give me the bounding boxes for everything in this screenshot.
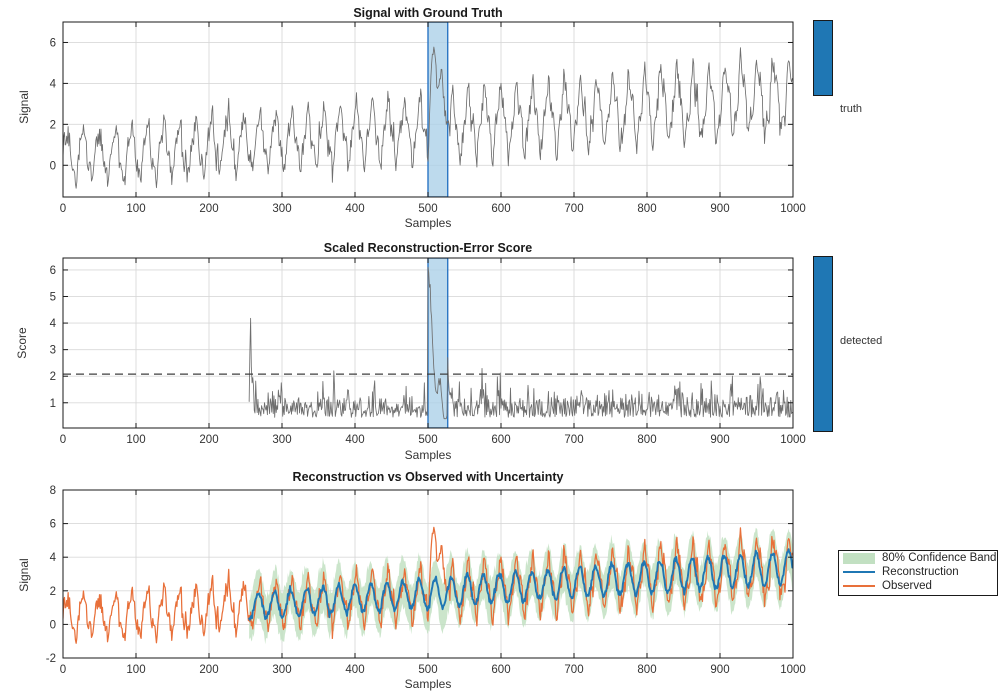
- svg-text:2: 2: [50, 586, 56, 598]
- plot-area-1: 0 100 200 300 400 500 600 700 800 900 1000 0 2 4 6: [50, 21, 806, 215]
- legend-patch-detected[interactable]: [813, 256, 833, 432]
- plot-area-3: 0 100 200 300 400 500 600 700 800 900 1000 -2 0 2 4 6 8: [46, 485, 806, 676]
- svg-text:600: 600: [491, 203, 510, 215]
- svg-text:8: 8: [50, 485, 56, 497]
- panel-reconstruction-vs-observed: Reconstruction vs Observed with Uncertai…: [0, 468, 810, 700]
- legend-row-observed[interactable]: Observed: [839, 579, 997, 593]
- svg-text:600: 600: [491, 434, 510, 446]
- panel-reconstruction-error-score: Scaled Reconstruction-Error Score Score …: [0, 236, 810, 468]
- svg-text:900: 900: [710, 434, 729, 446]
- svg-text:0: 0: [50, 619, 56, 631]
- svg-text:0: 0: [60, 664, 66, 676]
- svg-text:5: 5: [50, 292, 56, 304]
- legend-text-observed: Observed: [882, 579, 932, 592]
- svg-text:700: 700: [564, 434, 583, 446]
- observed-line-swatch: [843, 581, 875, 592]
- svg-text:1000: 1000: [780, 434, 806, 446]
- legend-label-truth: truth: [840, 103, 863, 115]
- svg-text:500: 500: [418, 434, 437, 446]
- svg-text:900: 900: [710, 203, 729, 215]
- svg-text:0: 0: [60, 203, 66, 215]
- axis-label-y-2: Score: [15, 327, 29, 359]
- axis-label-y-1: Signal: [17, 90, 31, 124]
- svg-text:100: 100: [126, 203, 145, 215]
- svg-text:200: 200: [199, 664, 218, 676]
- svg-text:400: 400: [345, 664, 364, 676]
- svg-text:0: 0: [50, 160, 56, 172]
- legend-row-reconstruction[interactable]: Reconstruction: [839, 565, 997, 579]
- svg-text:1000: 1000: [780, 664, 806, 676]
- svg-text:700: 700: [564, 664, 583, 676]
- svg-text:6: 6: [50, 37, 56, 49]
- svg-text:1000: 1000: [780, 203, 806, 215]
- reconstruction-line-swatch: [843, 567, 875, 578]
- legend-box-uncertainty[interactable]: 80% Confidence Band Reconstruction Obser…: [838, 550, 998, 596]
- svg-text:2: 2: [50, 371, 56, 383]
- legend-patch-truth[interactable]: [813, 20, 833, 96]
- panel-title-1: Signal with Ground Truth: [353, 6, 503, 20]
- axis-label-x-3: Samples: [404, 677, 452, 691]
- panel-title-3: Reconstruction vs Observed with Uncertai…: [292, 470, 564, 484]
- svg-text:2: 2: [50, 119, 56, 131]
- svg-text:700: 700: [564, 203, 583, 215]
- svg-text:800: 800: [637, 434, 656, 446]
- svg-text:0: 0: [60, 434, 66, 446]
- svg-text:600: 600: [491, 664, 510, 676]
- axis-label-x-1: Samples: [404, 216, 452, 230]
- svg-text:1: 1: [50, 398, 56, 410]
- svg-text:3: 3: [50, 345, 56, 357]
- panel-title-2: Scaled Reconstruction-Error Score: [323, 241, 533, 255]
- svg-text:6: 6: [50, 265, 56, 277]
- svg-text:800: 800: [637, 664, 656, 676]
- axis-label-x-2: Samples: [404, 448, 452, 462]
- svg-text:4: 4: [50, 318, 57, 330]
- legend-row-confidence-band[interactable]: 80% Confidence Band: [839, 551, 997, 565]
- svg-text:100: 100: [126, 664, 145, 676]
- svg-text:400: 400: [345, 434, 364, 446]
- svg-text:900: 900: [710, 664, 729, 676]
- svg-text:4: 4: [50, 78, 57, 90]
- svg-text:300: 300: [272, 203, 291, 215]
- svg-text:400: 400: [345, 203, 364, 215]
- panel-signal-ground-truth: Signal with Ground Truth Signal Samples …: [0, 0, 810, 232]
- svg-text:500: 500: [418, 203, 437, 215]
- svg-text:4: 4: [50, 552, 57, 564]
- legend-text-reconstruction: Reconstruction: [882, 565, 959, 578]
- svg-text:100: 100: [126, 434, 145, 446]
- svg-text:300: 300: [272, 434, 291, 446]
- svg-text:300: 300: [272, 664, 291, 676]
- svg-text:6: 6: [50, 519, 56, 531]
- axis-label-y-3: Signal: [17, 558, 31, 592]
- plot-area-2: 0 100 200 300 400 500 600 700 800 900 1000 1 2 3 4 5 6: [50, 257, 806, 446]
- svg-text:800: 800: [637, 203, 656, 215]
- svg-text:200: 200: [199, 434, 218, 446]
- legend-text-confidence-band: 80% Confidence Band: [882, 551, 997, 564]
- legend-label-detected: detected: [840, 335, 883, 347]
- svg-text:500: 500: [418, 664, 437, 676]
- svg-text:200: 200: [199, 203, 218, 215]
- svg-text:-2: -2: [46, 653, 56, 665]
- confidence-band-swatch: [843, 552, 875, 564]
